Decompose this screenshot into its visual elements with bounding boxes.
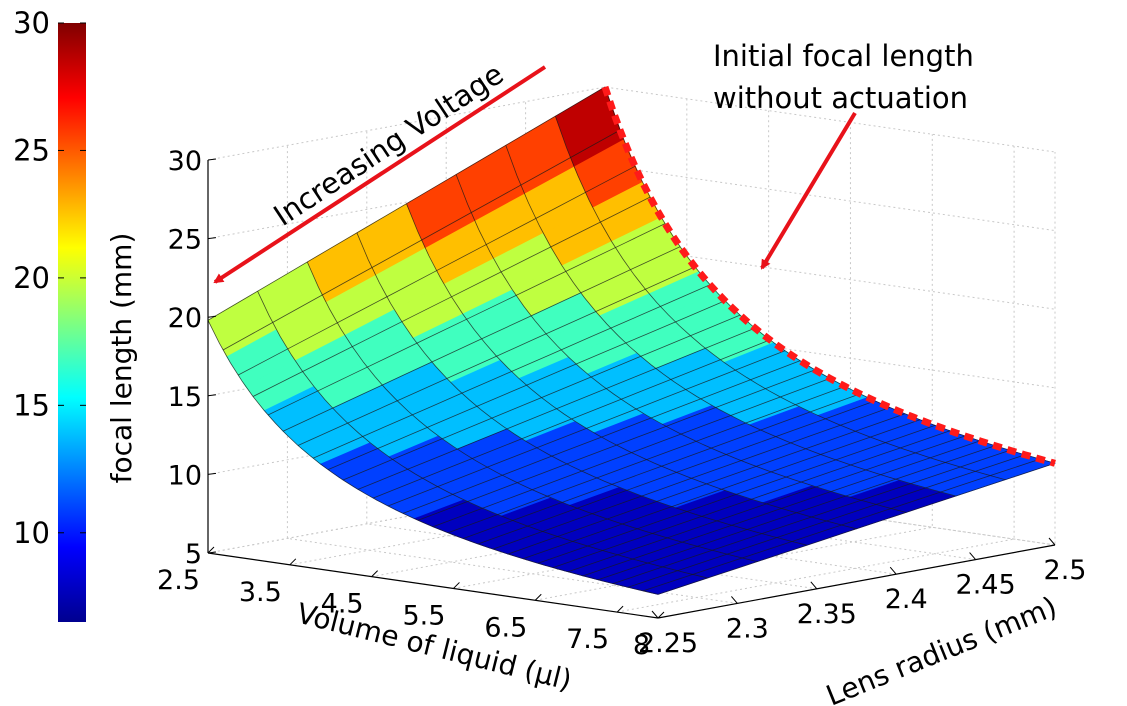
x-tick-label: 2.5 <box>157 565 200 596</box>
axes-box <box>207 160 1056 619</box>
focal-length-surface <box>207 86 1057 595</box>
z-gridline <box>207 165 1056 240</box>
colorbar-tick-label: 30 <box>13 6 50 40</box>
x-tick-mark <box>657 611 665 619</box>
colorbar-tick-label: 15 <box>13 388 50 422</box>
z-tick-label: 25 <box>168 225 202 256</box>
x-tick-mark <box>289 558 297 566</box>
z-tick-label: 5 <box>185 539 202 570</box>
y-tick-label: 2.5 <box>1044 555 1087 586</box>
x-tick-mark <box>207 546 215 554</box>
mesh-line-volume <box>455 174 907 513</box>
x-axis-line <box>207 552 659 619</box>
y-tick-label: 2.35 <box>797 599 857 630</box>
x-tick-label: 6.5 <box>484 612 527 643</box>
increasing-voltage-arrow <box>213 65 547 284</box>
x-gridline <box>453 122 851 589</box>
y-tick-mark <box>1048 537 1056 546</box>
mesh-line-volume <box>356 232 807 546</box>
z-tick-label: 20 <box>168 303 202 334</box>
x-tick-label: 8 <box>633 630 650 661</box>
z-tick-label: 15 <box>168 382 202 413</box>
y-tick-label: 2.45 <box>956 570 1016 601</box>
x-tick-label: 7.5 <box>566 624 609 655</box>
initial-focal-length-arrow <box>760 111 857 270</box>
mesh-line-volume <box>406 203 857 530</box>
z-tick-label: 10 <box>168 460 202 491</box>
y-tick-label: 2.4 <box>885 584 928 615</box>
colorbar-gradient <box>58 23 86 622</box>
z-tick-mark <box>207 158 217 161</box>
y-tick-mark <box>810 581 818 590</box>
z-tick-label: 30 <box>168 146 202 177</box>
z-gridline <box>207 86 1056 161</box>
y-axis-line <box>657 544 1056 619</box>
x-tick-mark <box>534 593 542 601</box>
z-tick-mark <box>207 472 217 475</box>
x-tick-label: 4.5 <box>321 589 364 620</box>
x-tick-mark <box>616 605 624 613</box>
colorbar: 10 15 20 25 30 <box>13 6 86 622</box>
x-tick-label: 3.5 <box>239 577 282 608</box>
surface-mesh-lines <box>207 86 1056 595</box>
y-tick-label: 2.3 <box>726 613 769 644</box>
y-tick-mark <box>731 596 738 604</box>
colorbar-ticks: 10 15 20 25 30 <box>13 6 86 550</box>
y-tick-mark <box>889 566 897 575</box>
z-axis-ticks: 5 10 15 20 25 30 <box>168 146 217 570</box>
colorbar-tick-label: 10 <box>13 516 50 550</box>
colorbar-tick-label: 20 <box>13 261 50 295</box>
x-gridline <box>617 146 1015 613</box>
initial-focal-length-label-line2: without actuation <box>713 81 968 115</box>
initial-focal-length-curve <box>601 85 1056 467</box>
x-tick-label: 5.5 <box>403 600 446 631</box>
mesh-line-volume <box>306 261 758 562</box>
y-tick-mark <box>651 610 659 619</box>
colorbar-tick-label: 25 <box>13 133 50 167</box>
mesh-line-volume <box>555 116 1006 481</box>
y-axis-label: Lens radius (mm) <box>821 590 1061 706</box>
x-gridline <box>371 110 770 578</box>
mesh-line-volume <box>257 291 708 579</box>
z-tick-mark <box>207 237 217 240</box>
z-gridline <box>207 243 1056 318</box>
mesh-line-volume <box>207 320 659 595</box>
z-axis-label: focal length (mm) <box>105 233 138 484</box>
x-gridline <box>535 134 933 601</box>
y-tick-label: 2.25 <box>638 628 698 659</box>
z-gridline <box>207 322 1056 397</box>
x-tick-mark <box>371 570 378 577</box>
x-gridline <box>289 98 688 566</box>
x-gridline <box>657 152 1056 619</box>
y-axis-ticks: 2.25 2.3 2.35 2.4 2.45 2.5 <box>638 537 1087 659</box>
x-tick-mark <box>453 582 460 589</box>
initial-focal-length-label-line1: Initial focal length <box>713 39 974 73</box>
z-tick-mark <box>207 394 217 397</box>
mesh-line-volume <box>505 145 956 497</box>
z-tick-mark <box>207 315 217 318</box>
z-tick-mark <box>207 551 217 554</box>
x-axis-ticks: 2.5 3.5 4.5 5.5 6.5 7.5 8 <box>157 546 665 661</box>
y-tick-mark <box>969 552 976 560</box>
